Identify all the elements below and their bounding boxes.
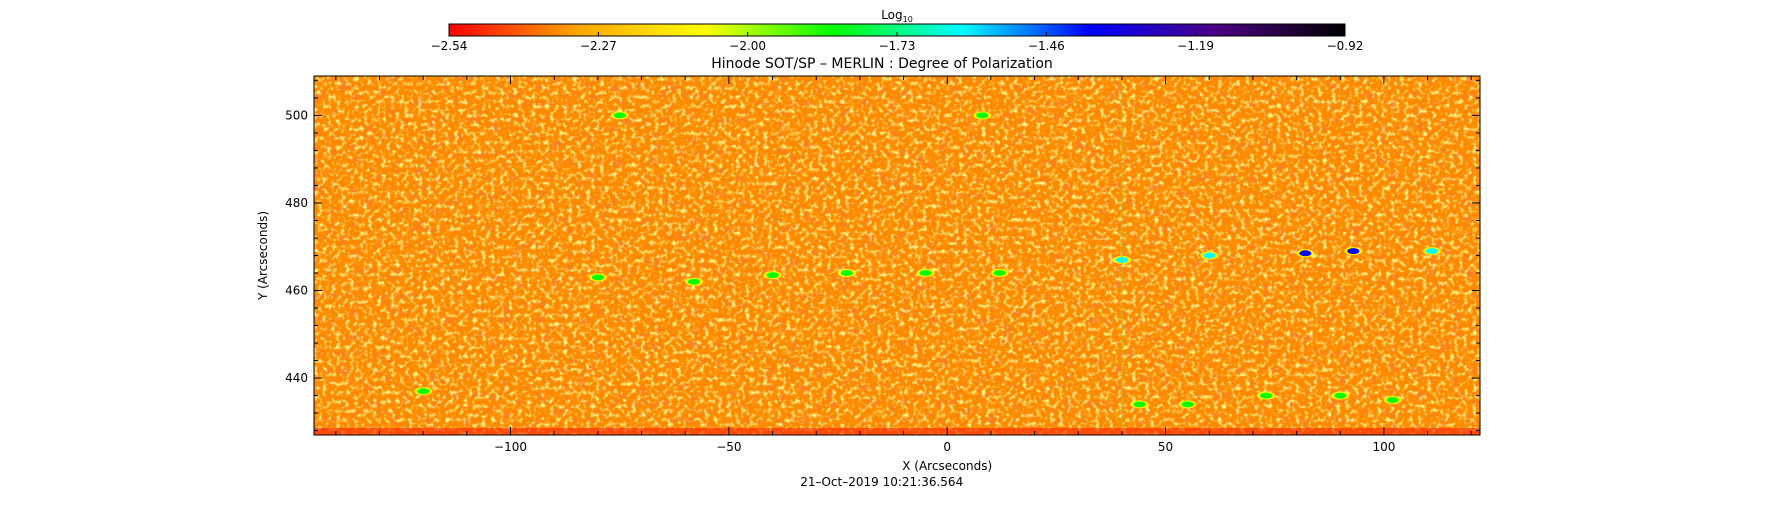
colorbar-tick-label: −1.19: [1177, 39, 1214, 53]
heatmap-feature: [1181, 401, 1194, 408]
heatmap-feature: [1347, 248, 1360, 255]
heatmap-feature: [1425, 248, 1438, 255]
colorbar-ticks: −2.54 −2.27 −2.00 −1.73 −1.46 −1.19 −0.92: [431, 32, 1364, 53]
y-tick-label: 460: [285, 284, 308, 298]
x-axis-label: X (Arcseconds): [902, 459, 992, 473]
y-axis-label: Y (Arcseconds): [256, 211, 270, 301]
heatmap-feature: [1334, 392, 1347, 399]
y-axis-ticks: 440 460 480 500: [285, 79, 1480, 432]
heatmap-feature: [919, 270, 932, 277]
heatmap-feature: [1386, 396, 1399, 403]
colorbar-tick-label: −1.46: [1028, 39, 1065, 53]
heatmap-feature: [1260, 392, 1273, 399]
heatmap-feature: [766, 272, 779, 279]
x-tick-label: −100: [494, 440, 527, 454]
heatmap-feature: [613, 112, 626, 119]
heatmap-feature: [1299, 250, 1312, 257]
heatmap-feature: [976, 112, 989, 119]
x-tick-label: 100: [1372, 440, 1395, 454]
heatmap-features: [414, 111, 1441, 409]
colorbar-tick-label: −0.92: [1327, 39, 1364, 53]
timestamp: 21–Oct–2019 10:21:36.564: [800, 475, 963, 489]
x-tick-label: 50: [1158, 440, 1173, 454]
colorbar: Log10 −2.54 −2.27 −2.00 −1.73 −1.46 −1.19 −0.9…: [431, 8, 1364, 53]
colorbar-label: Log10: [881, 8, 913, 24]
bottom-edge-band: [314, 428, 1480, 435]
y-tick-label: 500: [285, 108, 308, 122]
x-tick-label: −50: [716, 440, 741, 454]
heatmap-feature: [591, 274, 604, 281]
colorbar-tick-label: −2.27: [580, 39, 617, 53]
heatmap-feature: [687, 278, 700, 285]
colorbar-tick-label: −1.73: [879, 39, 916, 53]
heatmap-image: [314, 76, 1480, 435]
colorbar-tick-label: −2.54: [431, 39, 468, 53]
y-tick-label: 440: [285, 371, 308, 385]
y-tick-label: 480: [285, 196, 308, 210]
heatmap-plot-area: −100 −50 0 50 100 440 460 480 500: [285, 75, 1481, 454]
x-tick-label: 0: [943, 440, 951, 454]
heatmap-feature: [1203, 252, 1216, 259]
heatmap-artifacts: [314, 76, 1480, 435]
chart-title: Hinode SOT/SP – MERLIN : Degree of Polar…: [711, 56, 1053, 72]
heatmap-feature: [417, 388, 430, 395]
heatmap-feature: [993, 270, 1006, 277]
colorbar-tick-label: −2.00: [729, 39, 766, 53]
heatmap-feature: [840, 270, 853, 277]
x-axis-ticks: −100 −50 0 50 100: [335, 76, 1472, 454]
heatmap-feature: [1133, 401, 1146, 408]
heatmap-texture-yellow: [314, 76, 1480, 435]
